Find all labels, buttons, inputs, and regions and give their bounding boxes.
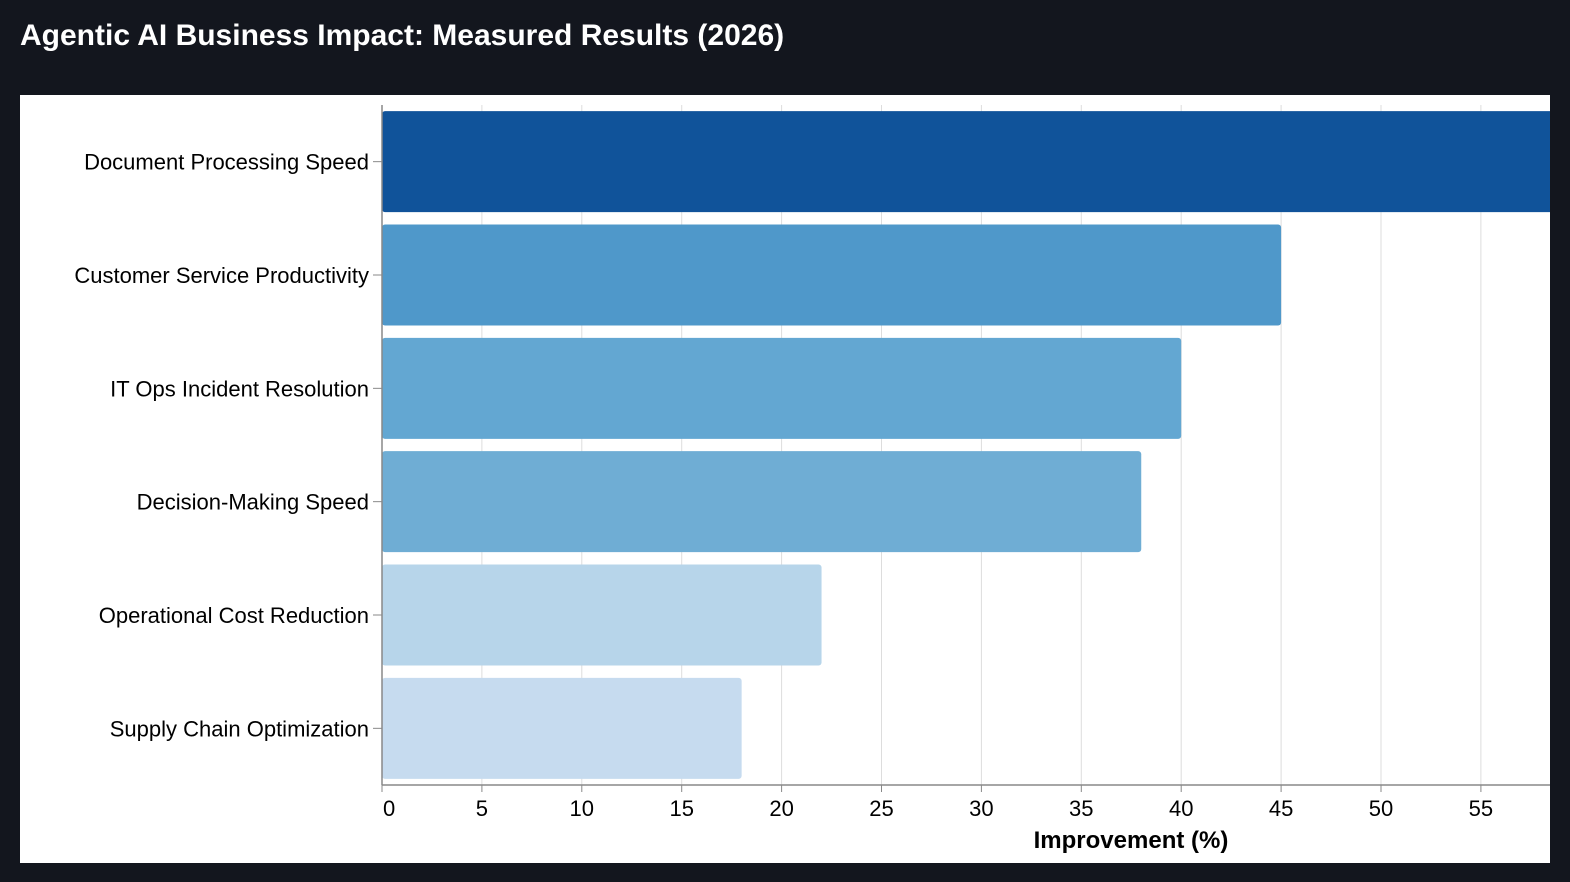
bar-document-processing-speed [382,111,1550,213]
x-tick-label: 0 [383,796,395,821]
y-category-label: IT Ops Incident Resolution [110,376,369,401]
x-tick-label: 40 [1169,796,1193,821]
chart-panel: Document Processing Speed Customer Servic… [20,95,1550,863]
page-title: Agentic AI Business Impact: Measured Res… [20,19,785,52]
x-tick-label: 55 [1469,796,1493,821]
y-category-label: Customer Service Productivity [74,263,369,288]
x-tick-label: 25 [869,796,893,821]
grid-lines [381,105,1482,785]
bar-customer-service-productivity [382,224,1282,326]
x-tick-label: 45 [1269,796,1293,821]
bar-decision-making-speed [382,451,1142,553]
bars [382,111,1550,779]
y-category-label: Supply Chain Optimization [110,716,369,741]
x-tick-label: 50 [1369,796,1393,821]
x-tick-label: 5 [476,796,488,821]
x-axis-title: Improvement (%) [1034,827,1229,854]
y-category-label: Decision-Making Speed [137,490,369,515]
bar-it-ops-incident-resolution [382,337,1182,439]
bar-supply-chain-optimization [382,677,742,779]
bar-operational-cost-reduction [382,564,822,666]
y-category-label: Operational Cost Reduction [99,603,369,628]
y-axis: Document Processing Speed Customer Servic… [74,105,383,785]
x-tick-label: 15 [669,796,693,821]
y-category-label: Document Processing Speed [84,150,369,175]
x-tick-label: 35 [1069,796,1093,821]
x-tick-label: 30 [969,796,993,821]
x-axis: 0 5 10 15 20 25 30 35 40 45 50 55 [381,784,1550,821]
bar-chart: Document Processing Speed Customer Servic… [74,105,1550,854]
x-tick-label: 10 [570,796,594,821]
x-tick-label: 20 [769,796,793,821]
